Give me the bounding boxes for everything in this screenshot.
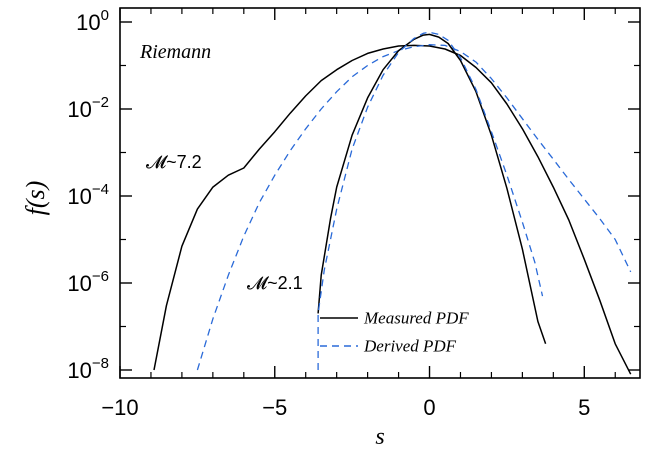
x-axis-label: s (375, 424, 384, 450)
plot-frame (119, 7, 641, 379)
derived-pdf-curve-21 (317, 31, 544, 370)
measured-pdf-curve-21 (317, 33, 547, 345)
annotation-mach-2-1: 𝓜~2.1 (247, 273, 303, 293)
x-tick-label: −10 (101, 395, 138, 420)
annotation-riemann: Riemann (139, 41, 211, 63)
legend-label-measured: Measured PDF (363, 309, 469, 328)
series-group (153, 31, 632, 375)
legend: Measured PDF Derived PDF (320, 309, 469, 356)
y-tick-label: 10−2 (67, 94, 109, 122)
measured-pdf-curve-72 (153, 44, 632, 375)
x-tick-label: 0 (423, 395, 435, 420)
annotation-mach-7-2: 𝓜~7.2 (146, 152, 202, 172)
x-tick-labels: −10 −5 0 5 (101, 395, 590, 420)
derived-pdf-curve-72 (196, 44, 632, 371)
x-tick-label: −5 (262, 395, 287, 420)
axis-ticks (119, 8, 640, 378)
y-tick-label: 100 (76, 7, 109, 35)
y-tick-label: 10−6 (67, 268, 109, 296)
y-tick-label: 10−8 (67, 355, 109, 383)
y-axis-label: f(s) (21, 181, 50, 216)
legend-label-derived: Derived PDF (363, 337, 457, 356)
y-tick-label: 10−4 (67, 181, 109, 209)
x-tick-label: 5 (578, 395, 590, 420)
y-tick-labels: 100 10−2 10−4 10−6 10−8 (67, 7, 109, 383)
